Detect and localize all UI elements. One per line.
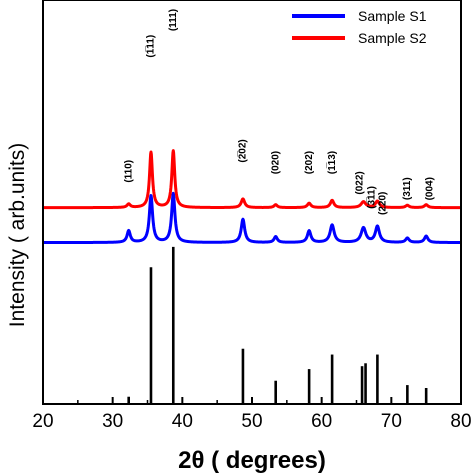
- peak-label: (202): [304, 151, 315, 174]
- peak-label: (1̅13): [326, 151, 338, 174]
- legend: Sample S1 Sample S2: [288, 3, 460, 51]
- peak-label: (220): [378, 192, 389, 215]
- peak-label: (2̅02): [237, 139, 249, 162]
- x-tick-label: 60: [311, 411, 332, 432]
- series-line: [41, 149, 463, 210]
- legend-label: Sample S2: [358, 30, 427, 46]
- x-tick-label: 40: [172, 411, 193, 432]
- series-line: [41, 191, 463, 245]
- peak-label: (004): [424, 177, 435, 200]
- x-tick-label: 30: [102, 411, 123, 432]
- x-axis-title: 2θ ( degrees): [178, 447, 326, 474]
- peak-label: (3̅11): [365, 186, 377, 209]
- peak-label: (111): [168, 9, 179, 31]
- peak-label: (311): [402, 177, 413, 200]
- plot-frame: [42, 0, 462, 405]
- x-tick-label: 80: [450, 411, 471, 432]
- x-tick-label: 70: [381, 411, 402, 432]
- peak-label: (022): [355, 171, 366, 194]
- axes: 20 30 40 50 60 70 80: [32, 0, 472, 432]
- peak-label: (020): [270, 151, 281, 174]
- peak-label: (1̅11): [145, 35, 157, 58]
- legend-label: Sample S1: [358, 8, 427, 24]
- plot-area: (110) (1̅11) (111) (2̅02) (020) (202) (1̅13) (0…: [41, 9, 463, 404]
- peak-label: (110): [123, 160, 134, 183]
- x-tick-label: 20: [32, 411, 53, 432]
- y-axis-title: Intensity ( arb.units): [6, 143, 29, 327]
- legend-box: [288, 3, 460, 51]
- x-tick-label: 50: [241, 411, 262, 432]
